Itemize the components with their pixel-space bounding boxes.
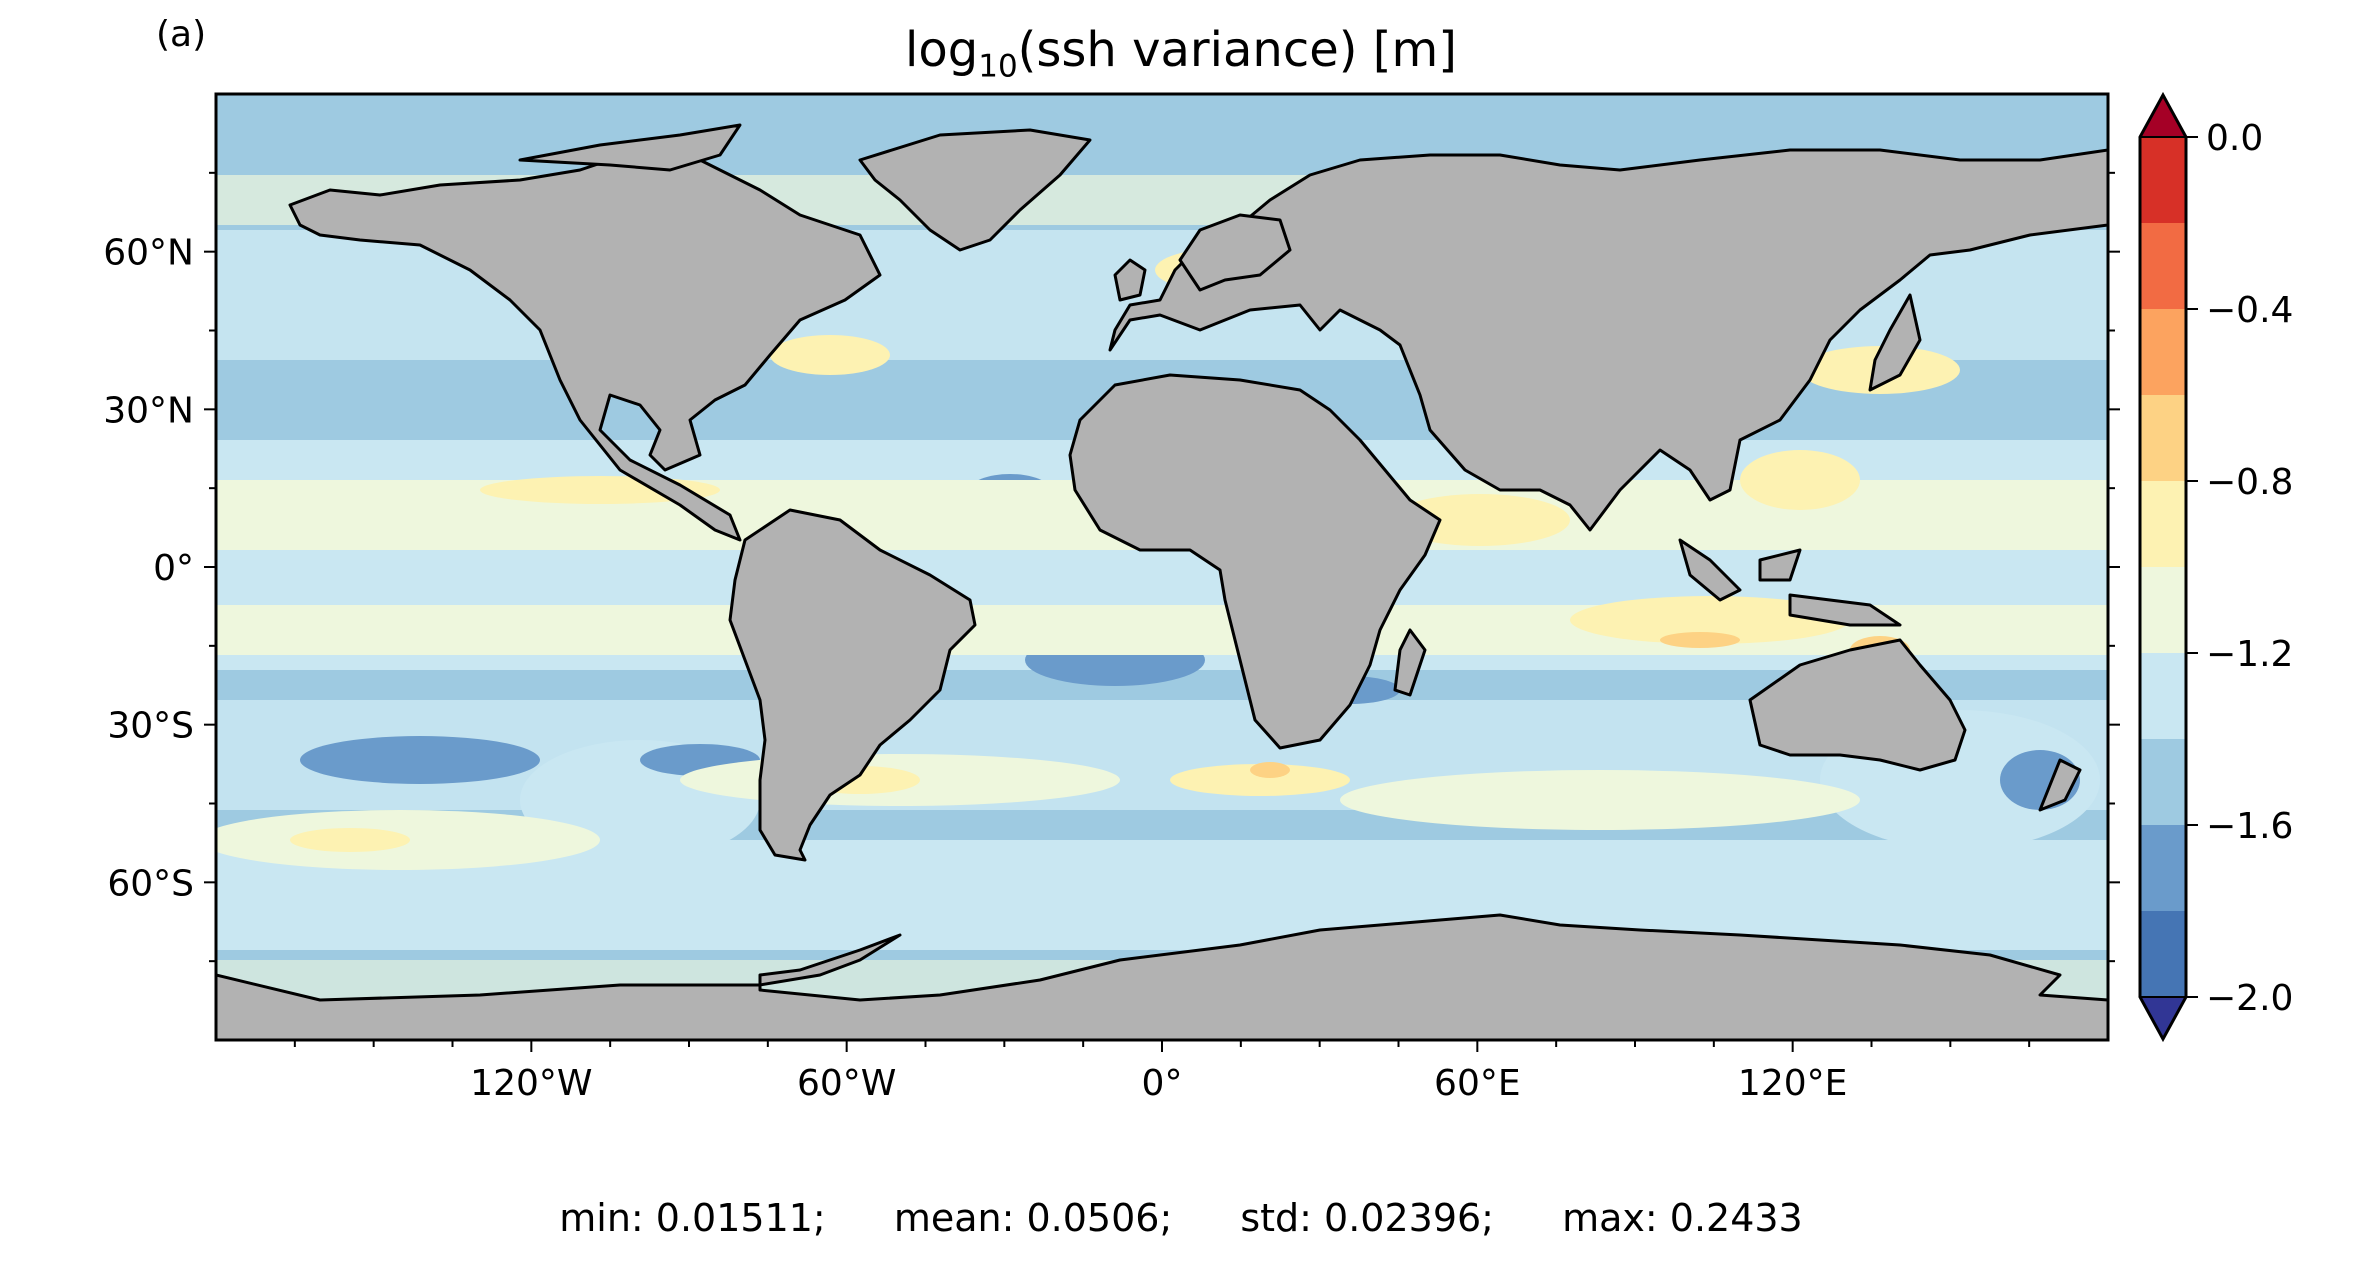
x-tick-label: 120°W [470,1063,592,1104]
colorbar-tick-label: −1.2 [2206,634,2293,675]
y-tick-label: 60°S [107,863,194,904]
x-tick-label: 60°W [797,1063,896,1104]
colorbar-segment [2140,395,2186,481]
colorbar-segment [2140,137,2186,223]
stat-std: std: 0.02396; [1240,1196,1494,1240]
colorbar-tick-label: 0.0 [2206,118,2263,159]
x-tick-label: 60°E [1434,1063,1521,1104]
x-tick-labels: 120°W 60°W 0° 60°E 120°E [470,1063,1847,1104]
colorbar-segment [2140,825,2186,911]
colorbar-tick-label: −1.6 [2206,806,2293,847]
stat-max: max: 0.2433 [1562,1196,1803,1240]
colorbar-under-triangle [2138,996,2188,1042]
y-tick-labels: 60°N 30°N 0° 30°S 60°S [103,233,194,905]
colorbar-tick-label: −0.4 [2206,290,2293,331]
land-canadian-archipelago [518,123,742,172]
colorbar: 0.0 −0.4 −0.8 −1.2 −1.6 −2.0 [2138,91,2293,1043]
land-africa [1068,373,1442,750]
stat-min: min: 0.01511; [559,1196,826,1240]
colorbar-segment [2140,567,2186,653]
land-greenland [858,128,1092,252]
stats-line: min: 0.01511; mean: 0.0506; std: 0.02396… [0,1196,2362,1240]
stat-mean: mean: 0.0506; [893,1196,1173,1240]
land-new-zealand [2038,758,2082,812]
land-masses [216,123,2108,1040]
land-australia [1748,638,1967,772]
colorbar-over-triangle [2138,92,2188,138]
x-tick-label: 120°E [1738,1063,1847,1104]
land-eurasia [1108,148,2108,532]
colorbar-segment [2140,911,2186,997]
land-british-isles [1113,258,1147,302]
y-tick-label: 0° [153,548,194,589]
colorbar-segment [2140,739,2186,825]
land-indonesia [1678,538,1902,627]
colorbar-segments [2140,137,2186,997]
map-title: log10(ssh variance) [m] [0,22,2362,85]
title-subscript: 10 [978,48,1018,85]
title-suffix: (ssh variance) [m] [1017,22,1457,78]
colorbar-tick-label: −2.0 [2206,978,2293,1019]
land-japan [1868,293,1922,392]
colorbar-segment [2140,481,2186,567]
tick-marks [204,171,2120,1052]
y-tick-label: 60°N [103,233,194,274]
colorbar-segment [2140,653,2186,739]
panel-label: (a) [156,14,207,55]
colorbar-segment [2140,223,2186,309]
land-south-america [728,508,977,862]
land-antarctica [216,913,2108,1040]
map-frame: 120°W 60°W 0° 60°E 120°E 60°N 30°N 0° 30°S 60°S [103,92,2120,1104]
title-prefix: log [905,22,979,78]
land-scandinavia [1178,213,1292,292]
y-tick-label: 30°N [103,390,194,431]
colorbar-segment [2140,309,2186,395]
land-madagascar [1393,628,1427,697]
colorbar-ticks: 0.0 −0.4 −0.8 −1.2 −1.6 −2.0 [2186,118,2293,1019]
y-tick-label: 30°S [107,706,194,747]
x-tick-label: 0° [1142,1063,1183,1104]
colorbar-tick-label: −0.8 [2206,462,2293,503]
